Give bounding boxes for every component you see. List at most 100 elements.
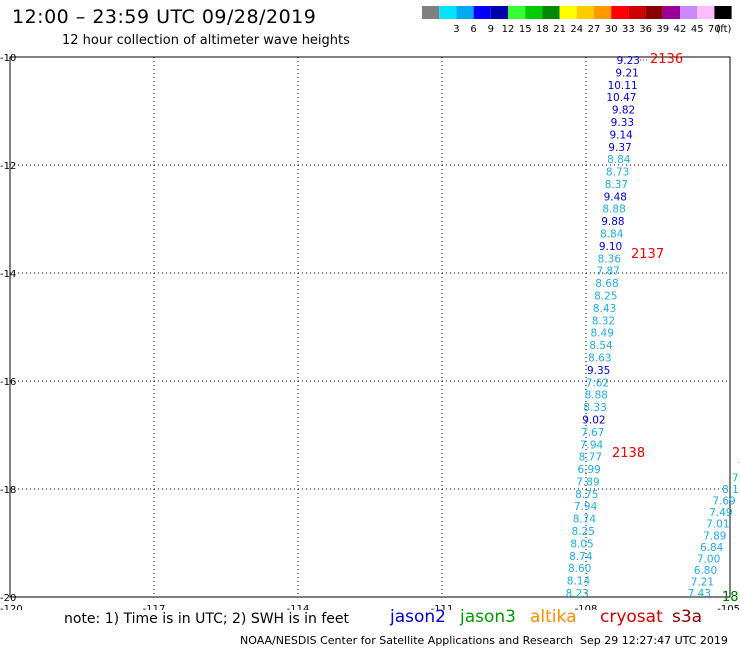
- latitude-tick-label: -12: [0, 161, 16, 172]
- legend-swatch: [490, 6, 508, 19]
- legend-tick-label: 9: [488, 24, 494, 35]
- legend-tick-label: 18: [536, 24, 549, 35]
- legend-tick-label: 15: [519, 24, 532, 35]
- legend-unit-label: (ft): [716, 24, 731, 35]
- wave-height-value: 8.77: [579, 452, 602, 464]
- wave-height-value: 7.87: [596, 266, 619, 278]
- track-id-label: 2137: [631, 247, 664, 262]
- wave-height-value: 7.89: [703, 530, 726, 542]
- legend-jason2: jason2: [390, 607, 446, 627]
- legend-tick-label: 21: [553, 24, 566, 35]
- longitude-tick-label: -114: [287, 604, 310, 610]
- legend-altika: altika: [530, 607, 577, 627]
- wave-height-value: 8.63: [588, 352, 611, 364]
- legend-swatch: [594, 6, 612, 19]
- longitude-tick-label: -108: [575, 604, 598, 610]
- wave-height-value: 6.99: [577, 464, 600, 476]
- legend-swatch: [576, 6, 594, 19]
- graticule-grid: [9, 56, 731, 598]
- wave-height-value: 8.49: [591, 328, 614, 340]
- legend-swatch: [714, 6, 732, 19]
- wave-height-value: 7.01: [706, 519, 729, 531]
- wave-height-value: 8.05: [570, 538, 593, 550]
- legend-tick-label: 33: [622, 24, 635, 35]
- wave-height-value: 8.74: [569, 551, 593, 563]
- legend-s3a: s3a: [672, 607, 703, 627]
- wave-height-value: 8.60: [568, 563, 591, 575]
- wave-height-value: 9.14: [609, 129, 633, 141]
- legend-jason3: jason3: [460, 607, 516, 627]
- wave-height-value: 9.82: [612, 105, 635, 117]
- legend-swatch: [422, 6, 440, 19]
- wave-height-value: 9.35: [587, 365, 610, 377]
- wave-height-value: 9.23: [617, 55, 640, 67]
- wave-height-value: 7.67: [581, 427, 604, 439]
- legend-tick-label: 3: [453, 24, 459, 35]
- legend-tick-label: 36: [639, 24, 652, 35]
- wave-height-value: 9.02: [582, 414, 605, 426]
- latitude-tick-label: -16: [0, 377, 16, 388]
- footer-note: note: 1) Time is in UTC; 2) SWH is in fe…: [64, 611, 350, 627]
- wave-height-value: 7: [738, 461, 740, 473]
- generated-timestamp: Sep 29 12:27:47 UTC 2019: [580, 634, 728, 647]
- legend-swatch: [508, 6, 526, 19]
- legend-tick-label: 27: [588, 24, 601, 35]
- track-id-label: 2138: [612, 446, 645, 461]
- map-subtitle: 12 hour collection of altimeter wave hei…: [62, 33, 350, 48]
- wave-height-value: 7.89: [576, 476, 599, 488]
- wave-height-value: 8.37: [605, 179, 628, 191]
- latitude-tick-label: -10: [0, 53, 16, 64]
- legend-tick-label: 45: [691, 24, 704, 35]
- legend-tick-label: 39: [656, 24, 669, 35]
- wave-height-value: 7.69: [712, 496, 735, 508]
- wave-height-value: 8.1: [722, 484, 739, 496]
- legend-tick-label: 12: [502, 24, 515, 35]
- wave-height-value: 8.74: [573, 514, 597, 526]
- legend-tick-label: 24: [570, 24, 583, 35]
- legend-tick-label: 6: [470, 24, 476, 35]
- wave-height-value: 6.80: [694, 565, 717, 577]
- legend-swatch: [473, 6, 491, 19]
- wave-height-value: 7.94: [580, 439, 604, 451]
- legend-swatch: [680, 6, 698, 19]
- legend-swatch: [525, 6, 543, 19]
- wave-height-value: 7.00: [697, 553, 720, 565]
- wave-height-value: 9.37: [608, 142, 631, 154]
- wave-height-value: 9.21: [615, 67, 638, 79]
- wave-height-value: 8.14: [567, 576, 591, 588]
- axis-labels: -10 -12 -14 -16 -18 -20-120 -117 -114 -111 -108 -1…: [0, 53, 740, 610]
- wave-height-value: 8.84: [600, 229, 624, 241]
- longitude-tick-label: -111: [431, 604, 454, 610]
- wave-height-value: 9.88: [601, 216, 624, 228]
- wave-height-value: 8.73: [606, 167, 629, 179]
- wave-height-value: 8.23: [566, 588, 589, 600]
- latitude-tick-label: -18: [0, 485, 16, 496]
- wave-height-value: 8.54: [589, 340, 613, 352]
- wave-height-value: 7.43: [688, 588, 711, 600]
- wave-height-value: 6.84: [700, 542, 724, 554]
- wave-height-value: 8.25: [594, 291, 617, 303]
- wave-height-value: 8.68: [595, 278, 618, 290]
- wave-height-readings: 9.239.2110.1110.479.829.339.149.378.848.…: [566, 55, 740, 600]
- legend-swatch: [611, 6, 629, 19]
- map-frame: [9, 56, 731, 598]
- legend-tick-label: 42: [674, 24, 687, 35]
- wave-height-value: 7.49: [709, 507, 732, 519]
- wave-height-value: 7.21: [691, 576, 714, 588]
- wave-height-value: 8.33: [583, 402, 606, 414]
- wave-height-value: 8.43: [593, 303, 616, 315]
- wave-height-value: 8.32: [592, 315, 615, 327]
- legend-swatch: [542, 6, 560, 19]
- wave-height-value: 8.36: [598, 253, 622, 265]
- wave-height-value: 9.48: [604, 191, 627, 203]
- legend-swatch: [439, 6, 457, 19]
- legend-swatch: [645, 6, 663, 19]
- wave-height-value: 7.62: [586, 377, 609, 389]
- legend-swatch: [456, 6, 474, 19]
- track-id-label: 2136: [650, 52, 683, 67]
- wave-height-value: 8.25: [572, 526, 595, 538]
- legend-tick-label: 30: [605, 24, 618, 35]
- legend-swatch: [697, 6, 715, 19]
- wave-height-value: 8.84: [607, 154, 631, 166]
- credit-line: NOAA/NESDIS Center for Satellite Applica…: [240, 634, 574, 647]
